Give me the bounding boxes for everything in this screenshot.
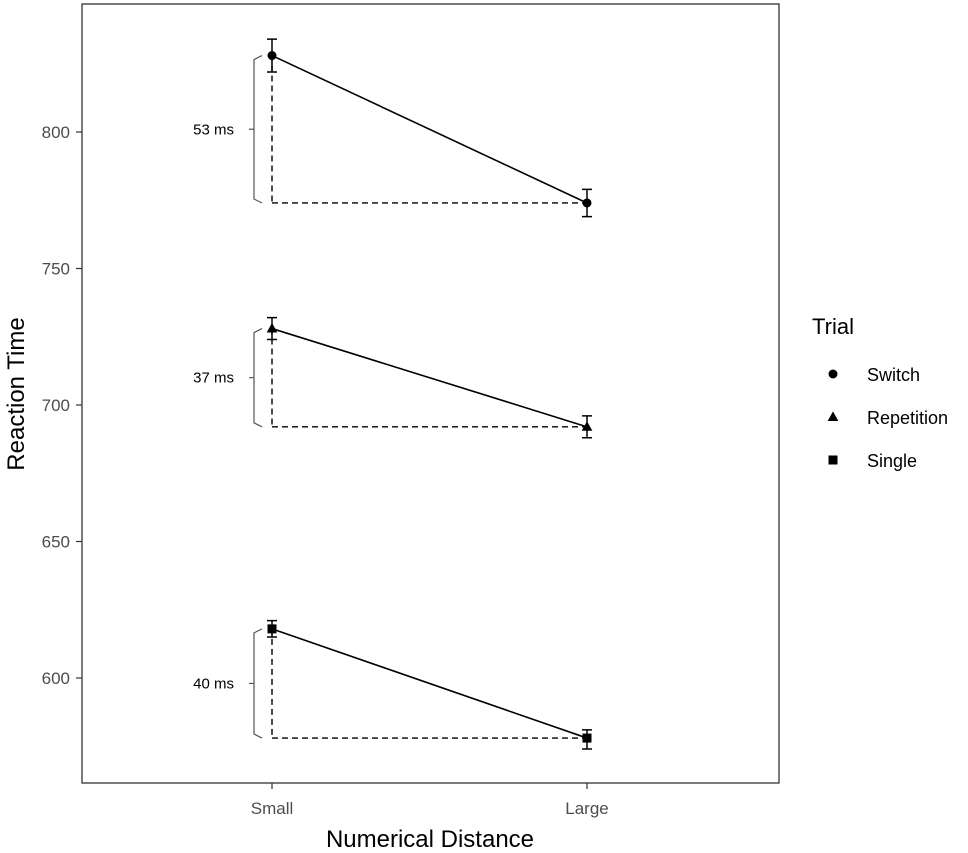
legend-key-single bbox=[828, 455, 838, 465]
legend-label-switch: Switch bbox=[867, 365, 920, 385]
annotation-bracket-switch bbox=[249, 55, 263, 204]
x-tick-label-small: Small bbox=[251, 799, 294, 818]
legend-key-repetition bbox=[827, 411, 839, 421]
x-tick-label-large: Large bbox=[565, 799, 608, 818]
y-tick-label-750: 750 bbox=[42, 260, 70, 279]
point-repetition-large bbox=[581, 421, 593, 431]
annotation-repetition: 37 ms bbox=[193, 328, 587, 428]
annotations: 53 ms 37 ms 40 ms bbox=[193, 55, 587, 739]
point-switch-large bbox=[582, 198, 592, 208]
point-single-large bbox=[582, 733, 592, 743]
annotation-single: 40 ms bbox=[193, 628, 587, 739]
y-tick-label-650: 650 bbox=[42, 533, 70, 552]
series-layer bbox=[266, 38, 593, 750]
y-tick-label-800: 800 bbox=[42, 123, 70, 142]
legend-label-single: Single bbox=[867, 451, 917, 471]
series-line-repetition bbox=[271, 327, 588, 428]
legend-label-repetition: Repetition bbox=[867, 408, 948, 428]
annotation-label-switch: 53 ms bbox=[193, 121, 234, 138]
annotation-label-single: 40 ms bbox=[193, 675, 234, 692]
y-tick-label-600: 600 bbox=[42, 669, 70, 688]
series-switch bbox=[267, 38, 592, 218]
y-axis: 600 650 700 750 800 bbox=[42, 123, 82, 688]
series-line-switch bbox=[271, 54, 588, 204]
y-tick-label-700: 700 bbox=[42, 396, 70, 415]
legend-item-single: Single bbox=[828, 451, 917, 471]
annotation-switch: 53 ms bbox=[193, 55, 587, 204]
panel-border bbox=[81, 3, 780, 784]
x-axis-title: Numerical Distance bbox=[326, 826, 534, 853]
annotation-bracket-single bbox=[249, 628, 263, 739]
x-axis: Small Large bbox=[251, 783, 609, 818]
annotation-label-repetition: 37 ms bbox=[193, 370, 234, 387]
legend-key-switch bbox=[828, 369, 838, 379]
legend-item-switch: Switch bbox=[828, 365, 920, 385]
legend: Trial Switch Repetition Single bbox=[812, 314, 948, 471]
point-repetition-small bbox=[266, 322, 278, 333]
point-switch-small bbox=[267, 51, 277, 61]
annotation-bracket-repetition bbox=[249, 328, 263, 428]
y-axis-title: Reaction Time bbox=[3, 317, 30, 470]
legend-title: Trial bbox=[812, 314, 854, 339]
series-single bbox=[267, 619, 592, 750]
series-repetition bbox=[266, 316, 593, 439]
legend-item-repetition: Repetition bbox=[827, 408, 948, 428]
point-single-small bbox=[267, 624, 277, 634]
series-line-single bbox=[271, 628, 588, 739]
